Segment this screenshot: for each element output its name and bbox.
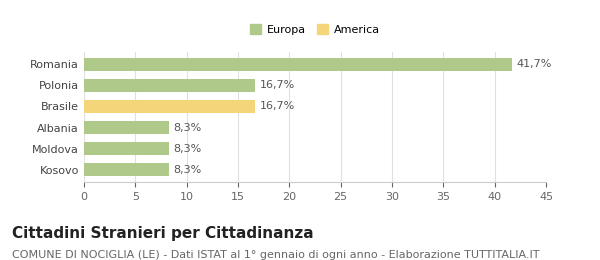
Bar [84,121,169,134]
Bar [84,142,169,155]
Text: 16,7%: 16,7% [260,101,295,112]
Text: COMUNE DI NOCIGLIA (LE) - Dati ISTAT al 1° gennaio di ogni anno - Elaborazione T: COMUNE DI NOCIGLIA (LE) - Dati ISTAT al … [12,250,539,259]
Bar [84,58,512,70]
Text: 8,3%: 8,3% [173,144,202,154]
Text: 8,3%: 8,3% [173,165,202,175]
Text: 41,7%: 41,7% [516,59,551,69]
Bar [84,79,256,92]
Bar [84,164,169,176]
Text: 16,7%: 16,7% [260,80,295,90]
Legend: Europa, America: Europa, America [247,21,383,38]
Text: Cittadini Stranieri per Cittadinanza: Cittadini Stranieri per Cittadinanza [12,226,314,241]
Bar [84,100,256,113]
Text: 8,3%: 8,3% [173,122,202,133]
